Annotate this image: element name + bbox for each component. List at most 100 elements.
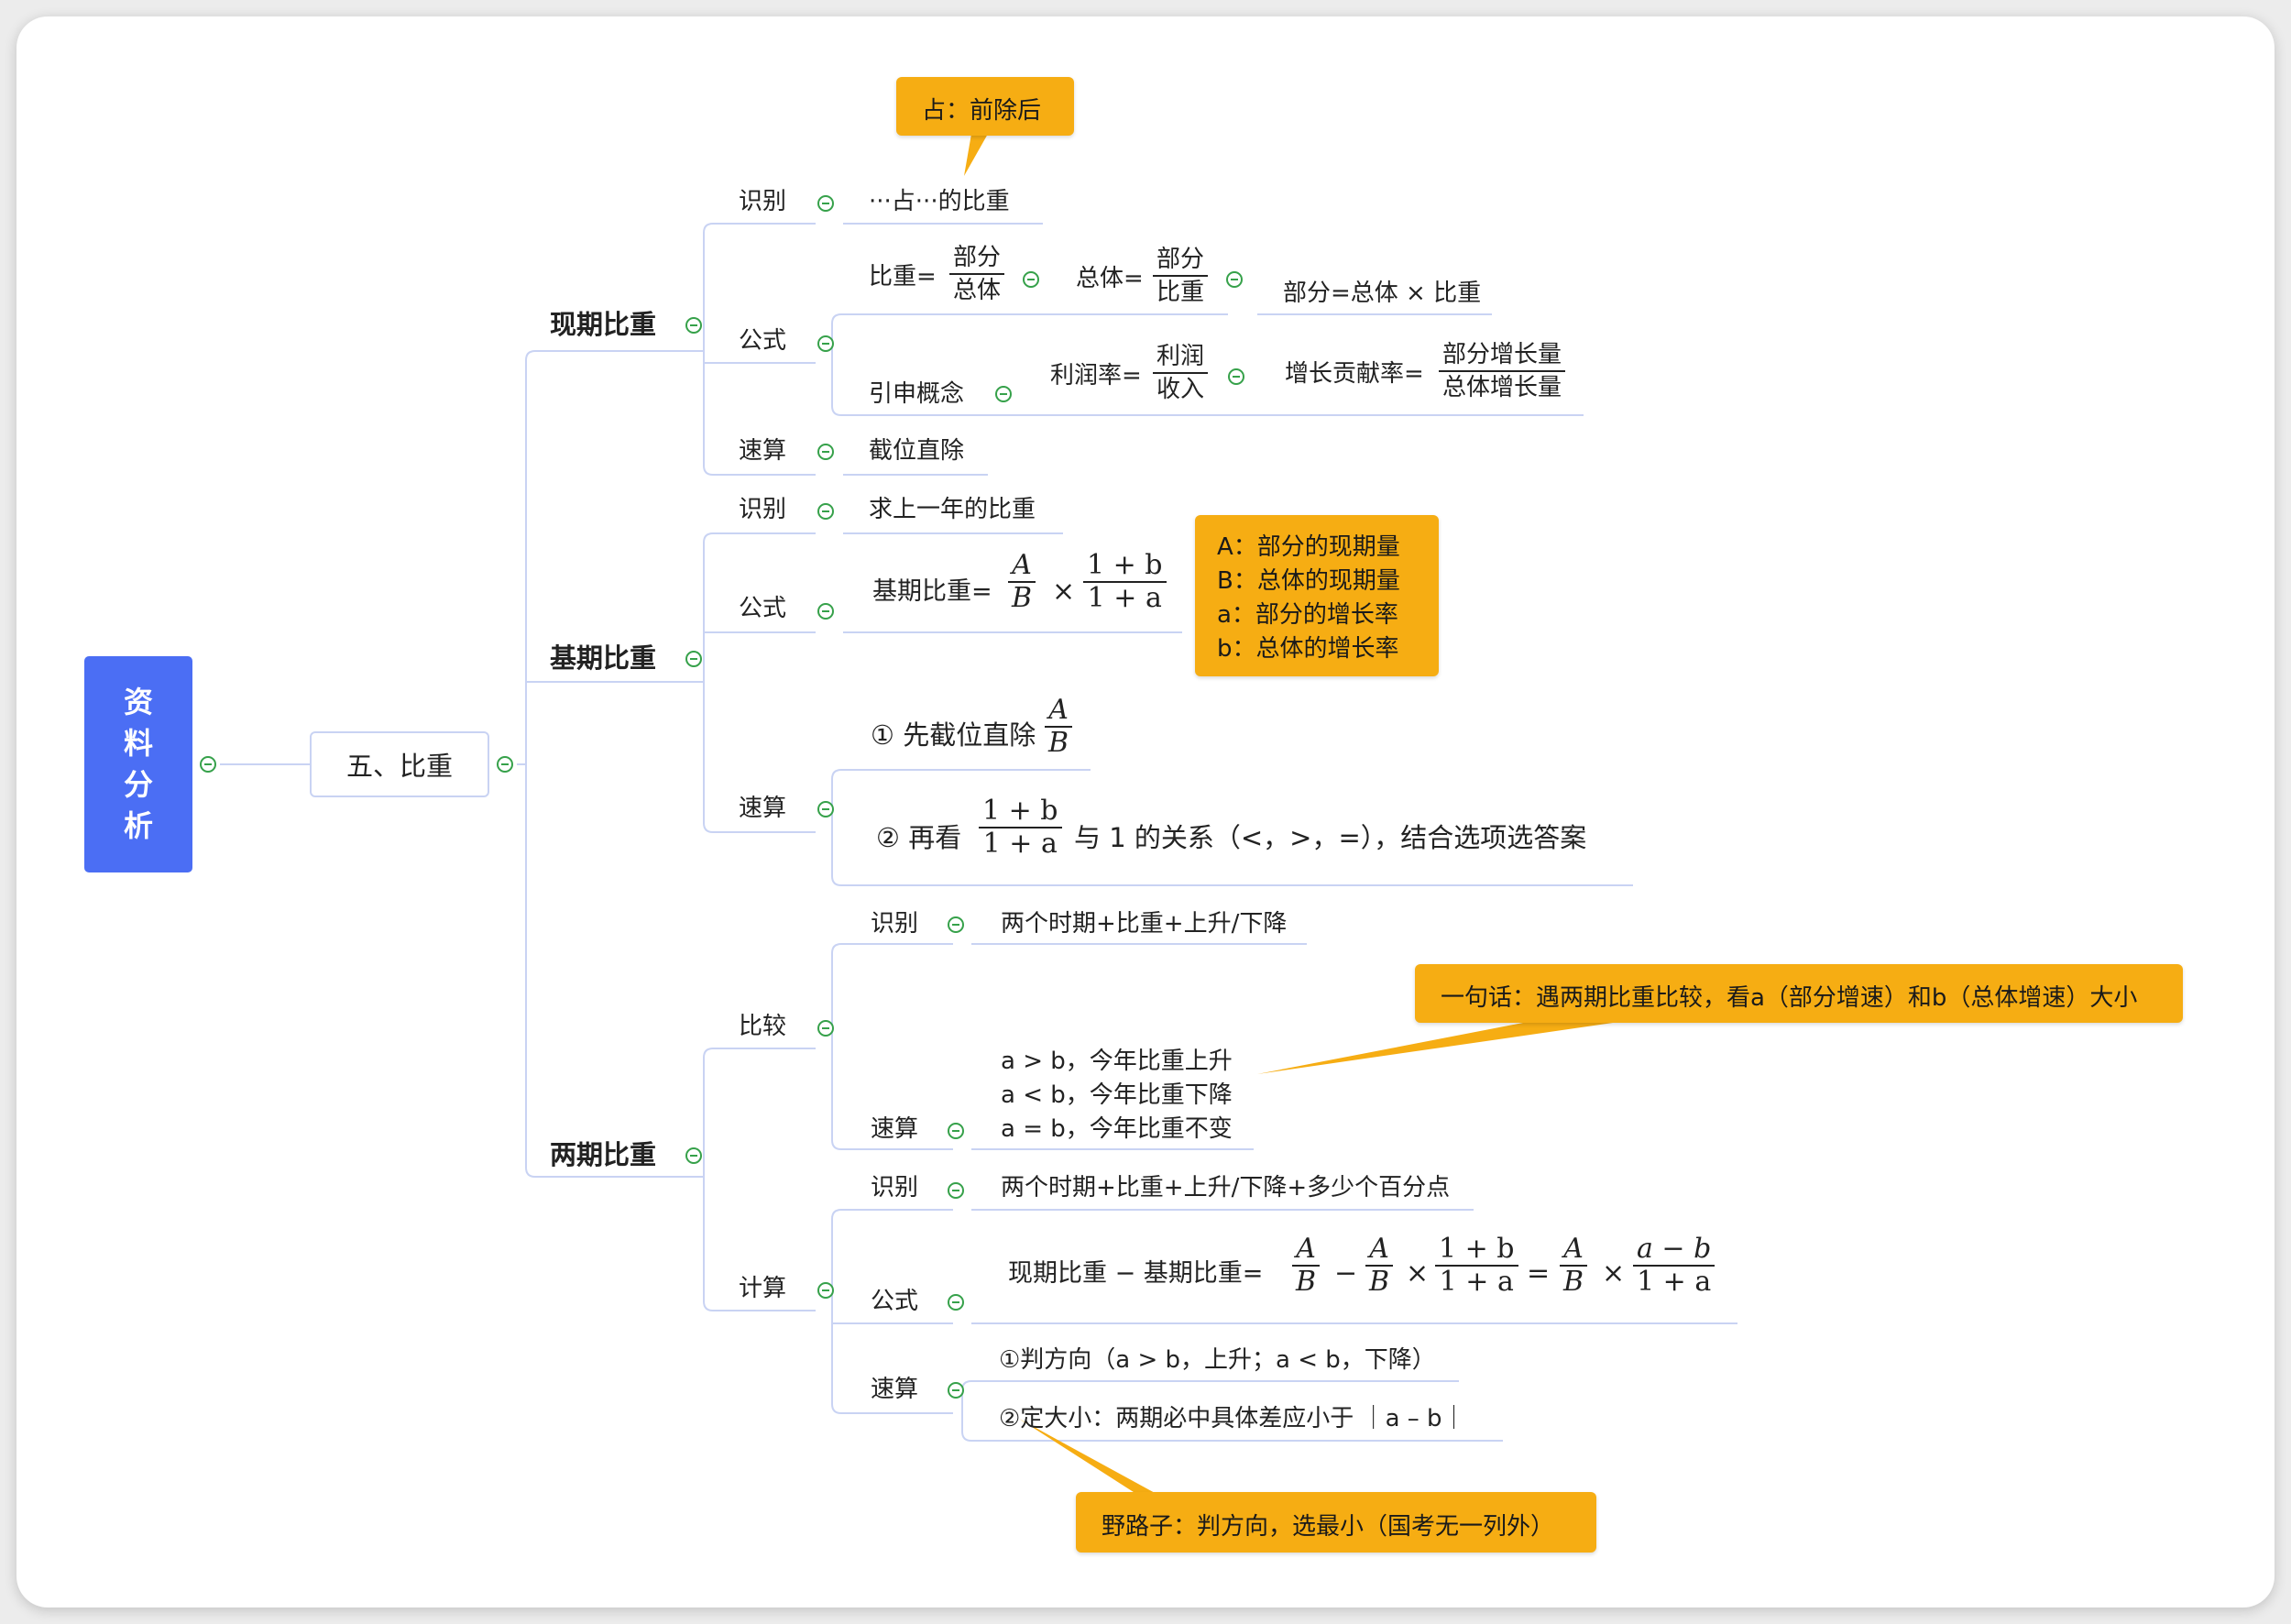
node-identify[interactable]: 识别 [871, 910, 919, 938]
node-extended-concept[interactable]: 引申概念 [869, 380, 965, 408]
root-node[interactable]: 资 料 分 析 [84, 656, 192, 872]
formula-profit-fraction: 利润 收入 [1153, 341, 1209, 405]
fraction-numerator: A [1365, 1234, 1393, 1267]
collapse-toggle-two-period[interactable] [685, 1147, 702, 1164]
collapse-toggle[interactable] [1023, 271, 1039, 288]
callout-current-tip: 占：前除后 [896, 77, 1074, 136]
node-quick-calc[interactable]: 速算 [739, 795, 787, 822]
node-current-period[interactable]: 现期比重 [550, 309, 657, 340]
formula-base-prefix[interactable]: 基期比重= [872, 577, 992, 606]
times-sign: × [1602, 1257, 1626, 1289]
node-compare[interactable]: 比较 [739, 1013, 787, 1040]
formula-profit-prefix[interactable]: 利润率= [1050, 362, 1142, 390]
fraction-a-over-b: A B [1365, 1234, 1393, 1298]
formula-ratio-prefix[interactable]: 比重= [869, 263, 937, 291]
collapse-toggle-base[interactable] [685, 651, 702, 667]
quick-step-2-tail[interactable]: 与 1 的关系（<，>，=），结合选项选答案 [1074, 822, 1587, 853]
canvas-card [16, 16, 2275, 1608]
node-identify[interactable]: 识别 [739, 496, 787, 523]
quick-calc-text[interactable]: 截位直除 [869, 437, 965, 465]
callout-text: 占：前除后 [922, 97, 1042, 125]
node-formula[interactable]: 公式 [739, 595, 787, 622]
collapse-toggle[interactable] [1226, 271, 1243, 288]
fraction-denominator: 1 + a [1087, 582, 1162, 614]
collapse-toggle-current[interactable] [685, 317, 702, 334]
formula-diff-prefix[interactable]: 现期比重 − 基期比重= [1008, 1259, 1264, 1288]
node-identify[interactable]: 识别 [739, 188, 787, 215]
identify-text[interactable]: 两个时期+比重+上升/下降 [1001, 910, 1288, 938]
fraction-numerator: 1 + b [1083, 550, 1167, 583]
collapse-toggle[interactable] [817, 603, 834, 620]
collapse-toggle[interactable] [948, 1294, 964, 1311]
node-quick-calc[interactable]: 速算 [871, 1376, 919, 1403]
fraction-diff: a − b 1 + a [1633, 1234, 1716, 1298]
callout-line: B：总体的现期量 [1217, 567, 1400, 595]
fraction-numerator: 利润 [1153, 341, 1209, 374]
collapse-toggle[interactable] [948, 1382, 964, 1399]
identify-text[interactable]: ···占···的比重 [869, 188, 1010, 215]
equals-sign: = [1527, 1257, 1551, 1289]
fraction-denominator: 收入 [1156, 376, 1205, 403]
collapse-toggle[interactable] [817, 444, 834, 460]
callout-shortcut-tip: 野路子：判方向，选最小（国考无一列外） [1076, 1492, 1596, 1553]
node-two-period[interactable]: 两期比重 [550, 1139, 657, 1170]
quick-judge-direction[interactable]: ①判方向（a > b，上升；a < b，下降） [999, 1346, 1436, 1374]
callout-line: b：总体的增长率 [1217, 635, 1399, 663]
quick-step-1-fraction: A B [1045, 695, 1072, 759]
fraction-denominator: 比重 [1156, 279, 1205, 306]
identify-text[interactable]: 两个时期+比重+上升/下降+多少个百分点 [1001, 1174, 1451, 1202]
collapse-toggle[interactable] [995, 386, 1012, 402]
collapse-toggle[interactable] [948, 916, 964, 933]
collapse-toggle[interactable] [817, 195, 834, 212]
collapse-toggle[interactable] [948, 1123, 964, 1139]
collapse-toggle[interactable] [948, 1182, 964, 1199]
callout-compare-tip: 一句话：遇两期比重比较，看a（部分增速）和b（总体增速）大小 [1415, 964, 2183, 1023]
fraction-numerator: a − b [1633, 1234, 1716, 1267]
quick-judge-size[interactable]: ②定大小：两期必中具体差应小于 ｜a – b｜ [999, 1405, 1466, 1432]
fraction-growth: 1 + b 1 + a [1435, 1234, 1518, 1298]
collapse-toggle[interactable] [817, 503, 834, 520]
formula-part-eq[interactable]: 部分=总体 × 比重 [1283, 280, 1482, 307]
compare-rule-line[interactable]: a < b，今年比重下降 [1001, 1081, 1233, 1109]
fraction-numerator: A [1045, 695, 1072, 728]
collapse-toggle[interactable] [817, 335, 834, 352]
compare-rule-line[interactable]: a > b，今年比重上升 [1001, 1048, 1233, 1075]
identify-text[interactable]: 求上一年的比重 [869, 496, 1036, 523]
collapse-toggle[interactable] [817, 1282, 834, 1299]
collapse-toggle[interactable] [1228, 368, 1244, 385]
compare-rule-line[interactable]: a = b，今年比重不变 [1001, 1115, 1233, 1143]
collapse-toggle-level1[interactable] [497, 756, 513, 773]
callout-text: 一句话：遇两期比重比较，看a（部分增速）和b（总体增速）大小 [1441, 984, 2138, 1012]
node-quick-calc[interactable]: 速算 [871, 1115, 919, 1143]
root-char: 料 [123, 726, 153, 761]
quick-step-1[interactable]: ① 先截位直除 [871, 719, 1036, 751]
node-formula[interactable]: 公式 [739, 327, 787, 355]
fraction-numerator: 部分增长量 [1439, 339, 1566, 372]
node-calculate[interactable]: 计算 [739, 1275, 787, 1302]
formula-contrib-prefix[interactable]: 增长贡献率= [1285, 360, 1424, 388]
fraction-numerator: A [1008, 550, 1036, 583]
fraction-a-over-b: A B [1560, 1234, 1587, 1298]
node-base-period[interactable]: 基期比重 [550, 642, 657, 674]
quick-step-2-fraction: 1 + b 1 + a [979, 796, 1062, 860]
callout-base-variables: A：部分的现期量 B：总体的现期量 a：部分的增长率 b：总体的增长率 [1195, 515, 1439, 676]
fraction-numerator: 部分 [1153, 244, 1209, 277]
node-quick-calc[interactable]: 速算 [739, 437, 787, 465]
collapse-toggle[interactable] [817, 1020, 834, 1037]
fraction-denominator: B [1012, 582, 1033, 614]
level1-node[interactable]: 五、比重 [310, 731, 489, 797]
collapse-toggle[interactable] [817, 801, 834, 817]
fraction-denominator: 总体增长量 [1442, 374, 1562, 401]
quick-step-2[interactable]: ② 再看 [876, 822, 962, 853]
formula-ratio-fraction: 部分 总体 [949, 242, 1005, 306]
fraction-denominator: B [1369, 1266, 1390, 1298]
formula-fraction-growth: 1 + b 1 + a [1083, 550, 1167, 614]
node-identify[interactable]: 识别 [871, 1174, 919, 1202]
fraction-denominator: B [1296, 1266, 1317, 1298]
callout-line: a：部分的增长率 [1217, 601, 1398, 629]
formula-total-prefix[interactable]: 总体= [1076, 265, 1144, 292]
collapse-toggle-root[interactable] [200, 756, 216, 773]
fraction-denominator: B [1048, 727, 1069, 759]
node-formula[interactable]: 公式 [871, 1288, 919, 1315]
